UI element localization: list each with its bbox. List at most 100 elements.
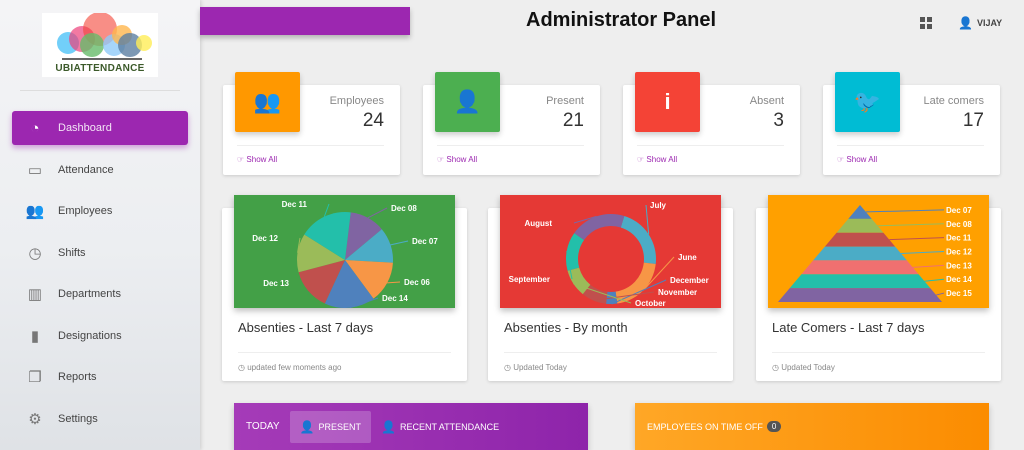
slice-august bbox=[574, 214, 625, 240]
slice-label: October bbox=[635, 299, 666, 308]
sidebar-item-attendance[interactable]: ▭ Attendance bbox=[12, 153, 188, 187]
user-menu[interactable]: 👤 VIJAY bbox=[958, 16, 1002, 30]
label-line bbox=[936, 292, 945, 296]
show-all-link[interactable]: ☞ Show All bbox=[637, 155, 678, 164]
tab-recent-attendance[interactable]: 👤 RECENT ATTENDANCE bbox=[371, 411, 509, 443]
show-all-link[interactable]: ☞ Show All bbox=[437, 155, 478, 164]
slice-dec-08 bbox=[345, 212, 382, 260]
pyramid-band-dec-08 bbox=[836, 218, 884, 233]
tab-present[interactable]: 👤 PRESENT bbox=[289, 410, 371, 443]
slice-label: July bbox=[650, 201, 667, 210]
divider bbox=[20, 90, 180, 91]
chart-area: Dec 07 Dec 08 Dec 11 Dec 12 Dec 13 Dec 14 Dec … bbox=[768, 195, 989, 308]
slice-dec-11 bbox=[304, 212, 351, 260]
label-line bbox=[877, 223, 945, 227]
chart-title: Late Comers - Last 7 days bbox=[772, 320, 925, 335]
show-all-label: Show All bbox=[646, 155, 678, 164]
sidebar-item-label: Departments bbox=[58, 288, 121, 300]
sidebar-item-reports[interactable]: ❐ Reports bbox=[12, 360, 188, 394]
label-line bbox=[367, 207, 388, 219]
band-label: Dec 11 bbox=[946, 234, 972, 243]
stat-label: Employees bbox=[329, 95, 384, 107]
label-line bbox=[924, 278, 945, 282]
slice-label: Dec 12 bbox=[252, 234, 278, 243]
band-label: Dec 15 bbox=[946, 289, 972, 298]
label-line bbox=[387, 281, 401, 284]
slice-dec-14 bbox=[324, 260, 374, 308]
slice-label: Dec 13 bbox=[263, 279, 289, 288]
sidebar-item-settings[interactable]: ⚙ Settings bbox=[12, 402, 188, 436]
stat-value: 21 bbox=[562, 110, 584, 131]
apps-grid-icon[interactable] bbox=[920, 17, 932, 29]
slice-july bbox=[620, 216, 656, 265]
pyramid-band-dec-07 bbox=[848, 205, 872, 219]
slice-label: Dec 14 bbox=[382, 294, 408, 303]
time-off-panel-header: EMPLOYEES ON TIME OFF 0 bbox=[635, 403, 989, 450]
user-name: VIJAY bbox=[976, 18, 1003, 28]
slice-label: June bbox=[678, 253, 697, 262]
stat-value: 3 bbox=[773, 110, 784, 131]
band-label: Dec 07 bbox=[946, 206, 972, 215]
stat-value: 24 bbox=[362, 110, 384, 131]
slice-label: August bbox=[524, 219, 552, 228]
label-line bbox=[900, 251, 945, 254]
sidebar-item-label: Shifts bbox=[58, 246, 86, 259]
slice-dec-12 bbox=[297, 234, 345, 273]
logo-image bbox=[57, 12, 152, 60]
sidebar: UBIATTENDANCE ◔ Dashboard ▭ Attendance 👥 Empl… bbox=[0, 0, 200, 450]
chart-title: Absenties - Last 7 days bbox=[238, 320, 374, 335]
chart-footer: ◷ updated few moments ago bbox=[238, 363, 342, 372]
sidebar-item-designations[interactable]: ▮ Designations bbox=[12, 319, 188, 353]
slice-dec-13 bbox=[298, 260, 345, 304]
chart-footer: ◷ Updated Today bbox=[772, 363, 835, 372]
copy-icon: ❐ bbox=[28, 369, 42, 386]
divider bbox=[637, 145, 784, 146]
user-icon: 👤 bbox=[958, 16, 973, 30]
divider bbox=[437, 145, 584, 146]
sidebar-item-label: Reports bbox=[58, 371, 97, 383]
bar-chart-icon: ▮ bbox=[30, 327, 40, 345]
attendance-panel-header: TODAY 👤 PRESENT 👤 RECENT ATTENDANCE bbox=[234, 403, 588, 450]
divider bbox=[837, 145, 984, 146]
divider bbox=[504, 352, 717, 353]
show-all-link[interactable]: ☞ Show All bbox=[837, 155, 878, 164]
sidebar-item-departments[interactable]: ▥ Departments bbox=[12, 277, 188, 311]
slice-dec-07 bbox=[345, 229, 393, 263]
label-line bbox=[323, 203, 330, 217]
user-icon: 👤 bbox=[435, 72, 500, 132]
stat-card-late-comers: 🐦 Late comers 17 ☞ Show All bbox=[823, 72, 1000, 175]
sidebar-item-label: Dashboard bbox=[58, 122, 112, 134]
label-line bbox=[349, 297, 379, 309]
divider bbox=[238, 352, 451, 353]
slice-dec-06 bbox=[345, 260, 393, 299]
label-line bbox=[642, 256, 675, 291]
stat-value: 17 bbox=[962, 110, 984, 131]
tab-label: RECENT ATTENDANCE bbox=[399, 421, 500, 432]
show-all-link[interactable]: ☞ Show All bbox=[237, 155, 278, 164]
slice-label: November bbox=[658, 288, 697, 297]
slice-label: December bbox=[670, 276, 709, 285]
pyramid-band-dec-13 bbox=[801, 260, 919, 275]
label-line bbox=[912, 264, 945, 268]
chart-footer-text: updated few moments ago bbox=[247, 363, 342, 372]
slice-label: September bbox=[509, 275, 550, 284]
show-all-label: Show All bbox=[446, 155, 478, 164]
divider bbox=[237, 145, 384, 146]
dashboard-icon: ◔ bbox=[30, 119, 40, 137]
chart-title: Absenties - By month bbox=[504, 320, 628, 335]
chart-footer: ◷ Updated Today bbox=[504, 363, 567, 372]
label-line bbox=[889, 237, 945, 241]
band-label: Dec 12 bbox=[946, 248, 972, 257]
stat-label: Absent bbox=[749, 95, 784, 107]
time-off-count-badge: 0 bbox=[766, 421, 782, 432]
chart-footer-text: Updated Today bbox=[513, 363, 567, 372]
clock-icon: ◷ bbox=[28, 244, 42, 262]
slice-june bbox=[615, 262, 656, 304]
sidebar-item-shifts[interactable]: ◷ Shifts bbox=[12, 236, 188, 270]
label-line bbox=[390, 240, 409, 246]
sidebar-item-label: Employees bbox=[58, 205, 113, 217]
sidebar-item-dashboard[interactable]: ◔ Dashboard bbox=[12, 111, 188, 145]
slice-label: Dec 08 bbox=[391, 204, 417, 213]
sidebar-item-employees[interactable]: 👥 Employees bbox=[12, 194, 188, 228]
pyramid-band-dec-11 bbox=[824, 232, 896, 247]
